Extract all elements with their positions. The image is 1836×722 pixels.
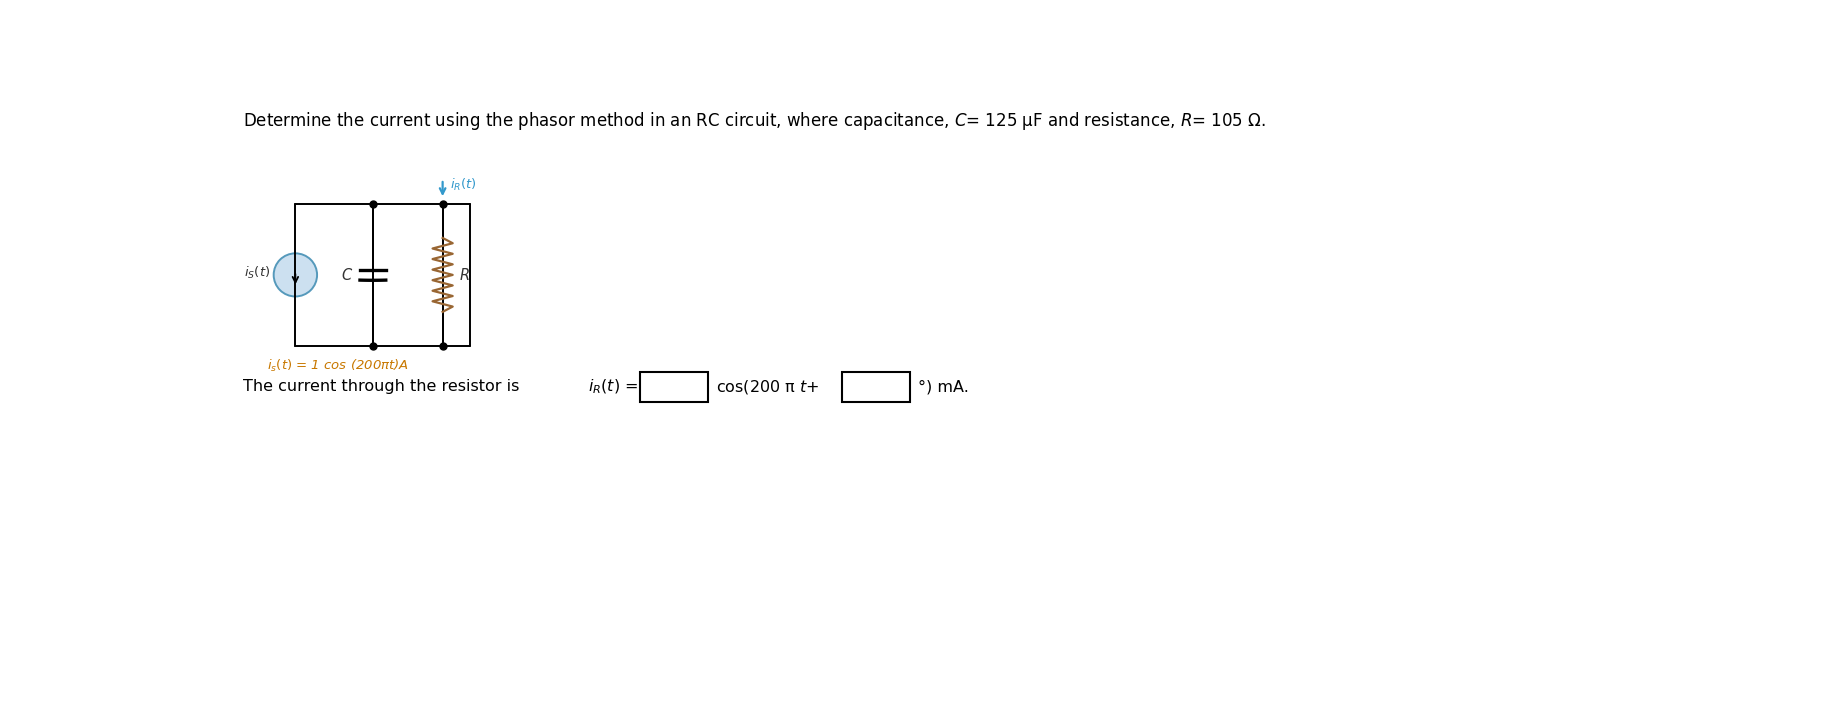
Text: $i_S(t)$: $i_S(t)$ xyxy=(244,265,270,282)
Text: $i_R(t)$: $i_R(t)$ xyxy=(450,177,477,193)
FancyBboxPatch shape xyxy=(641,373,709,401)
Text: The current through the resistor is: The current through the resistor is xyxy=(244,380,525,394)
Text: $C$: $C$ xyxy=(341,267,354,283)
FancyBboxPatch shape xyxy=(841,373,911,401)
Text: °) mA.: °) mA. xyxy=(918,380,969,394)
Text: cos(200 π $t$+: cos(200 π $t$+ xyxy=(716,378,819,396)
Text: $i_s(t)$ = 1 cos (200π$t$)A: $i_s(t)$ = 1 cos (200π$t$)A xyxy=(266,357,409,374)
Text: Determine the current using the phasor method in an RC circuit, where capacitanc: Determine the current using the phasor m… xyxy=(244,110,1267,131)
Text: $R$: $R$ xyxy=(459,267,470,283)
Text: $i_R$$(t)$ =: $i_R$$(t)$ = xyxy=(588,378,637,396)
Circle shape xyxy=(274,253,318,297)
